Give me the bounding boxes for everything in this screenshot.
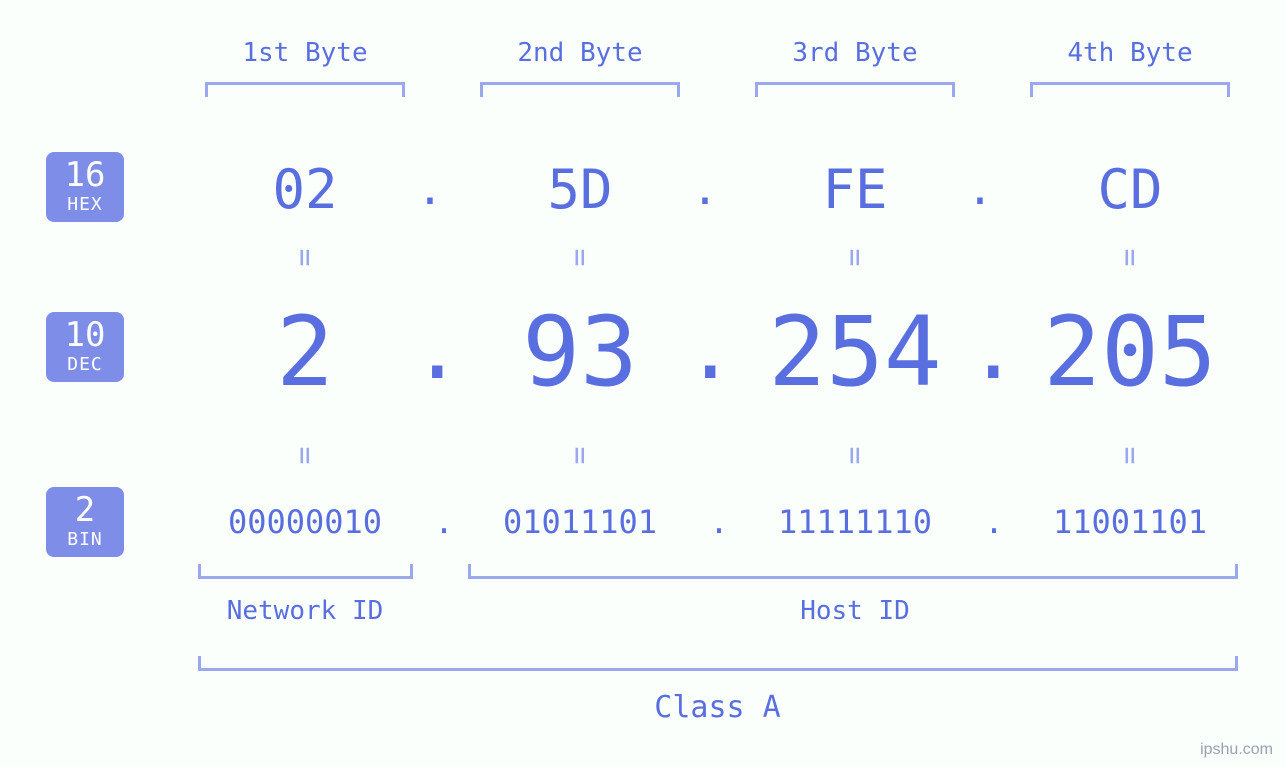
network-id-bracket [198,564,413,579]
byte-label-1: 1st Byte [185,38,425,68]
hex-dot-2: . [690,164,720,215]
eq-hex-dec-2: = [563,238,598,278]
badge-bin-label: BIN [67,531,103,549]
bin-byte-1: 00000010 [185,503,425,541]
badge-hex: 16 HEX [46,152,124,222]
dec-byte-4: 205 [1015,296,1245,408]
host-id-label: Host ID [460,596,1250,626]
hex-byte-3: FE [795,158,915,221]
hex-dot-3: . [965,164,995,215]
dec-dot-2: . [685,300,725,398]
bin-dot-1: . [429,503,459,541]
dec-dot-1: . [412,300,452,398]
class-label: Class A [185,690,1250,725]
badge-dec-label: DEC [67,356,103,374]
badge-hex-label: HEX [67,196,103,214]
byte-label-3: 3rd Byte [735,38,975,68]
hex-byte-1: 02 [245,158,365,221]
byte-bracket-1 [205,82,405,97]
network-id-label: Network ID [185,596,425,626]
eq-hex-dec-3: = [838,238,873,278]
hex-dot-1: . [415,164,445,215]
bin-byte-3: 11111110 [735,503,975,541]
byte-bracket-2 [480,82,680,97]
dec-byte-1: 2 [245,296,365,408]
byte-bracket-4 [1030,82,1230,97]
eq-hex-dec-1: = [288,238,323,278]
eq-hex-dec-4: = [1113,238,1148,278]
badge-dec: 10 DEC [46,312,124,382]
badge-bin-num: 2 [75,493,95,527]
byte-label-2: 2nd Byte [460,38,700,68]
eq-dec-bin-2: = [563,436,598,476]
hex-byte-2: 5D [520,158,640,221]
byte-bracket-3 [755,82,955,97]
dec-byte-2: 93 [490,296,670,408]
byte-label-4: 4th Byte [1010,38,1250,68]
bin-byte-2: 01011101 [460,503,700,541]
badge-hex-num: 16 [65,158,106,192]
badge-dec-num: 10 [65,318,106,352]
eq-dec-bin-1: = [288,436,323,476]
eq-dec-bin-4: = [1113,436,1148,476]
class-bracket [198,656,1238,671]
watermark: ipshu.com [1200,741,1273,759]
hex-byte-4: CD [1070,158,1190,221]
bin-dot-3: . [979,503,1009,541]
bin-dot-2: . [704,503,734,541]
dec-byte-3: 254 [740,296,970,408]
badge-bin: 2 BIN [46,487,124,557]
host-id-bracket [468,564,1238,579]
bin-byte-4: 11001101 [1010,503,1250,541]
eq-dec-bin-3: = [838,436,873,476]
dec-dot-3: . [968,300,1008,398]
